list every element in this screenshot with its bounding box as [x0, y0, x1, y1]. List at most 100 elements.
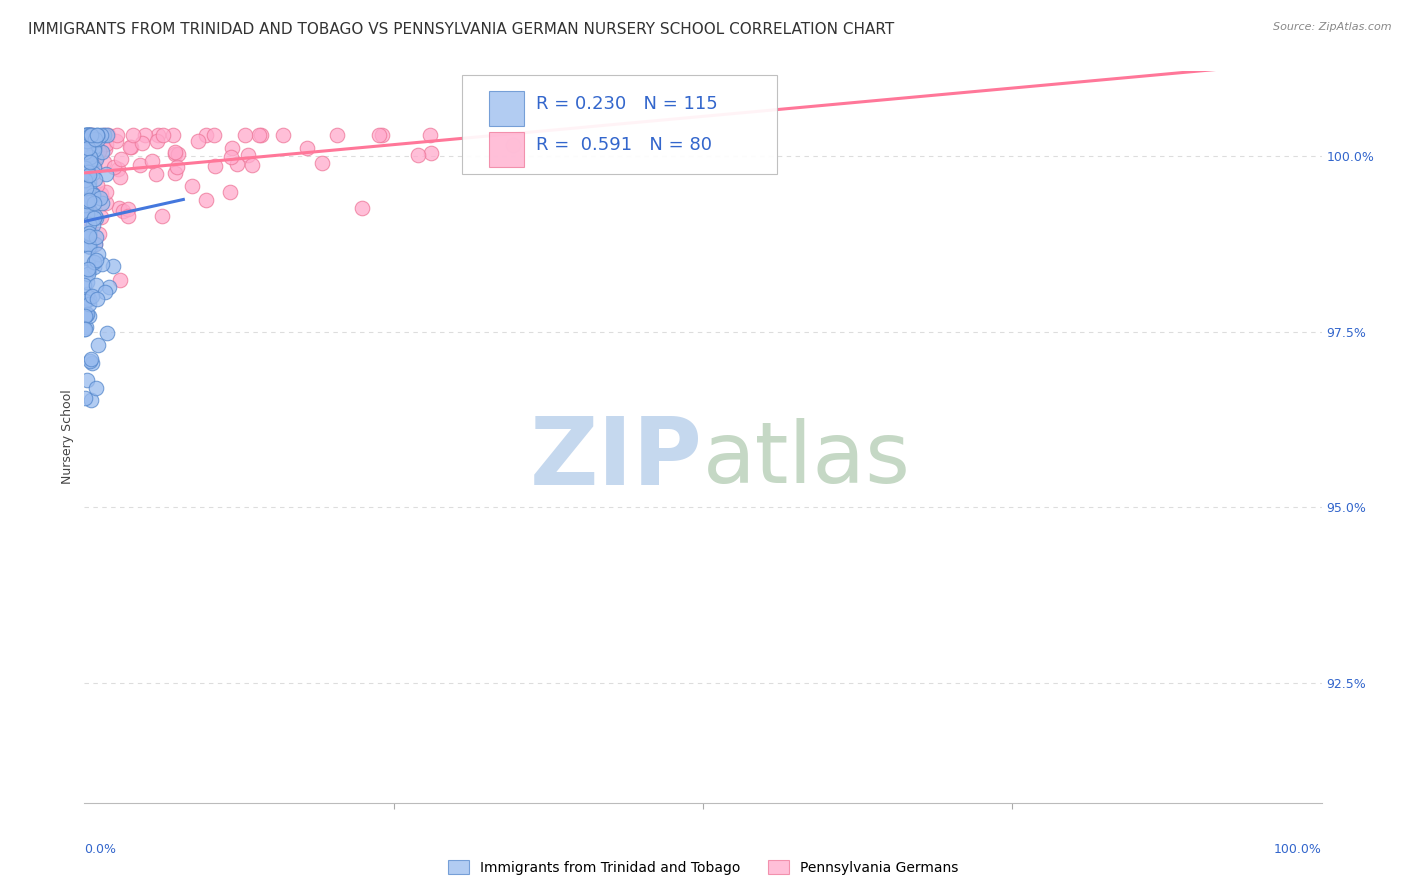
Point	[297, 141, 319, 155]
Point	[76, 197, 98, 211]
Point	[163, 145, 186, 159]
Point	[152, 128, 174, 142]
Point	[77, 262, 100, 277]
Point	[76, 140, 98, 154]
Point	[84, 209, 107, 223]
Point	[90, 187, 112, 202]
Point	[75, 181, 97, 195]
Point	[75, 147, 97, 161]
Point	[117, 202, 139, 216]
Point	[79, 354, 101, 368]
Point	[419, 128, 441, 142]
Point	[240, 157, 263, 171]
Bar	[489, 132, 523, 167]
Point	[195, 128, 218, 142]
Point	[76, 128, 98, 142]
Point	[101, 260, 124, 274]
Bar	[489, 91, 523, 127]
Text: IMMIGRANTS FROM TRINIDAD AND TOBAGO VS PENNSYLVANIA GERMAN NURSERY SCHOOL CORREL: IMMIGRANTS FROM TRINIDAD AND TOBAGO VS P…	[28, 22, 894, 37]
Point	[84, 277, 107, 292]
Point	[73, 310, 96, 324]
Point	[80, 351, 103, 366]
Point	[105, 128, 128, 142]
Point	[367, 128, 389, 142]
Point	[90, 128, 112, 142]
Point	[76, 194, 98, 209]
Point	[76, 146, 98, 161]
Point	[86, 128, 108, 142]
Point	[83, 143, 105, 157]
Text: 0.0%: 0.0%	[84, 843, 117, 856]
Point	[82, 356, 104, 370]
Point	[110, 169, 132, 184]
Point	[94, 136, 117, 151]
FancyBboxPatch shape	[461, 75, 778, 174]
Point	[77, 226, 100, 240]
Point	[75, 205, 97, 219]
Point	[77, 128, 100, 142]
Point	[96, 196, 118, 211]
Point	[225, 157, 247, 171]
Point	[406, 147, 429, 161]
Point	[77, 145, 100, 160]
Point	[93, 142, 115, 156]
Point	[129, 158, 152, 172]
Point	[194, 193, 217, 207]
Point	[97, 128, 120, 142]
Point	[79, 151, 101, 165]
Point	[76, 134, 98, 148]
Point	[219, 185, 242, 199]
Point	[75, 161, 97, 175]
Point	[163, 166, 186, 180]
Point	[73, 322, 96, 336]
Point	[86, 152, 108, 166]
Point	[77, 180, 100, 194]
Point	[76, 211, 98, 226]
Point	[83, 237, 105, 252]
Point	[73, 128, 96, 142]
Point	[94, 285, 117, 299]
Point	[76, 226, 98, 240]
Point	[82, 186, 104, 201]
Point	[86, 178, 108, 193]
Point	[221, 141, 243, 155]
Point	[93, 128, 115, 142]
Point	[79, 309, 101, 323]
Point	[77, 251, 100, 265]
Point	[325, 128, 347, 142]
Point	[86, 229, 108, 244]
Point	[79, 154, 101, 169]
Point	[80, 133, 103, 147]
Point	[75, 161, 97, 176]
Point	[84, 132, 107, 146]
Point	[77, 128, 100, 142]
Point	[80, 145, 103, 160]
Point	[77, 296, 100, 310]
Point	[350, 201, 373, 215]
Point	[110, 273, 132, 287]
Point	[96, 185, 118, 199]
Text: atlas: atlas	[703, 417, 911, 500]
Point	[180, 179, 202, 194]
Point	[236, 147, 259, 161]
Point	[73, 178, 96, 193]
Point	[166, 160, 188, 174]
Point	[96, 128, 118, 142]
Point	[117, 210, 139, 224]
Point	[82, 289, 104, 303]
Point	[76, 267, 98, 281]
Text: R =  0.591   N = 80: R = 0.591 N = 80	[536, 136, 711, 153]
Point	[87, 246, 110, 260]
Point	[75, 293, 97, 308]
Point	[80, 393, 103, 408]
Point	[73, 277, 96, 292]
Point	[502, 138, 524, 153]
Point	[150, 210, 173, 224]
Point	[371, 128, 394, 142]
Point	[82, 166, 104, 180]
Point	[202, 128, 225, 142]
Text: ZIP: ZIP	[530, 413, 703, 505]
Point	[83, 236, 105, 251]
Text: 100.0%: 100.0%	[1274, 843, 1322, 856]
Point	[83, 161, 105, 175]
